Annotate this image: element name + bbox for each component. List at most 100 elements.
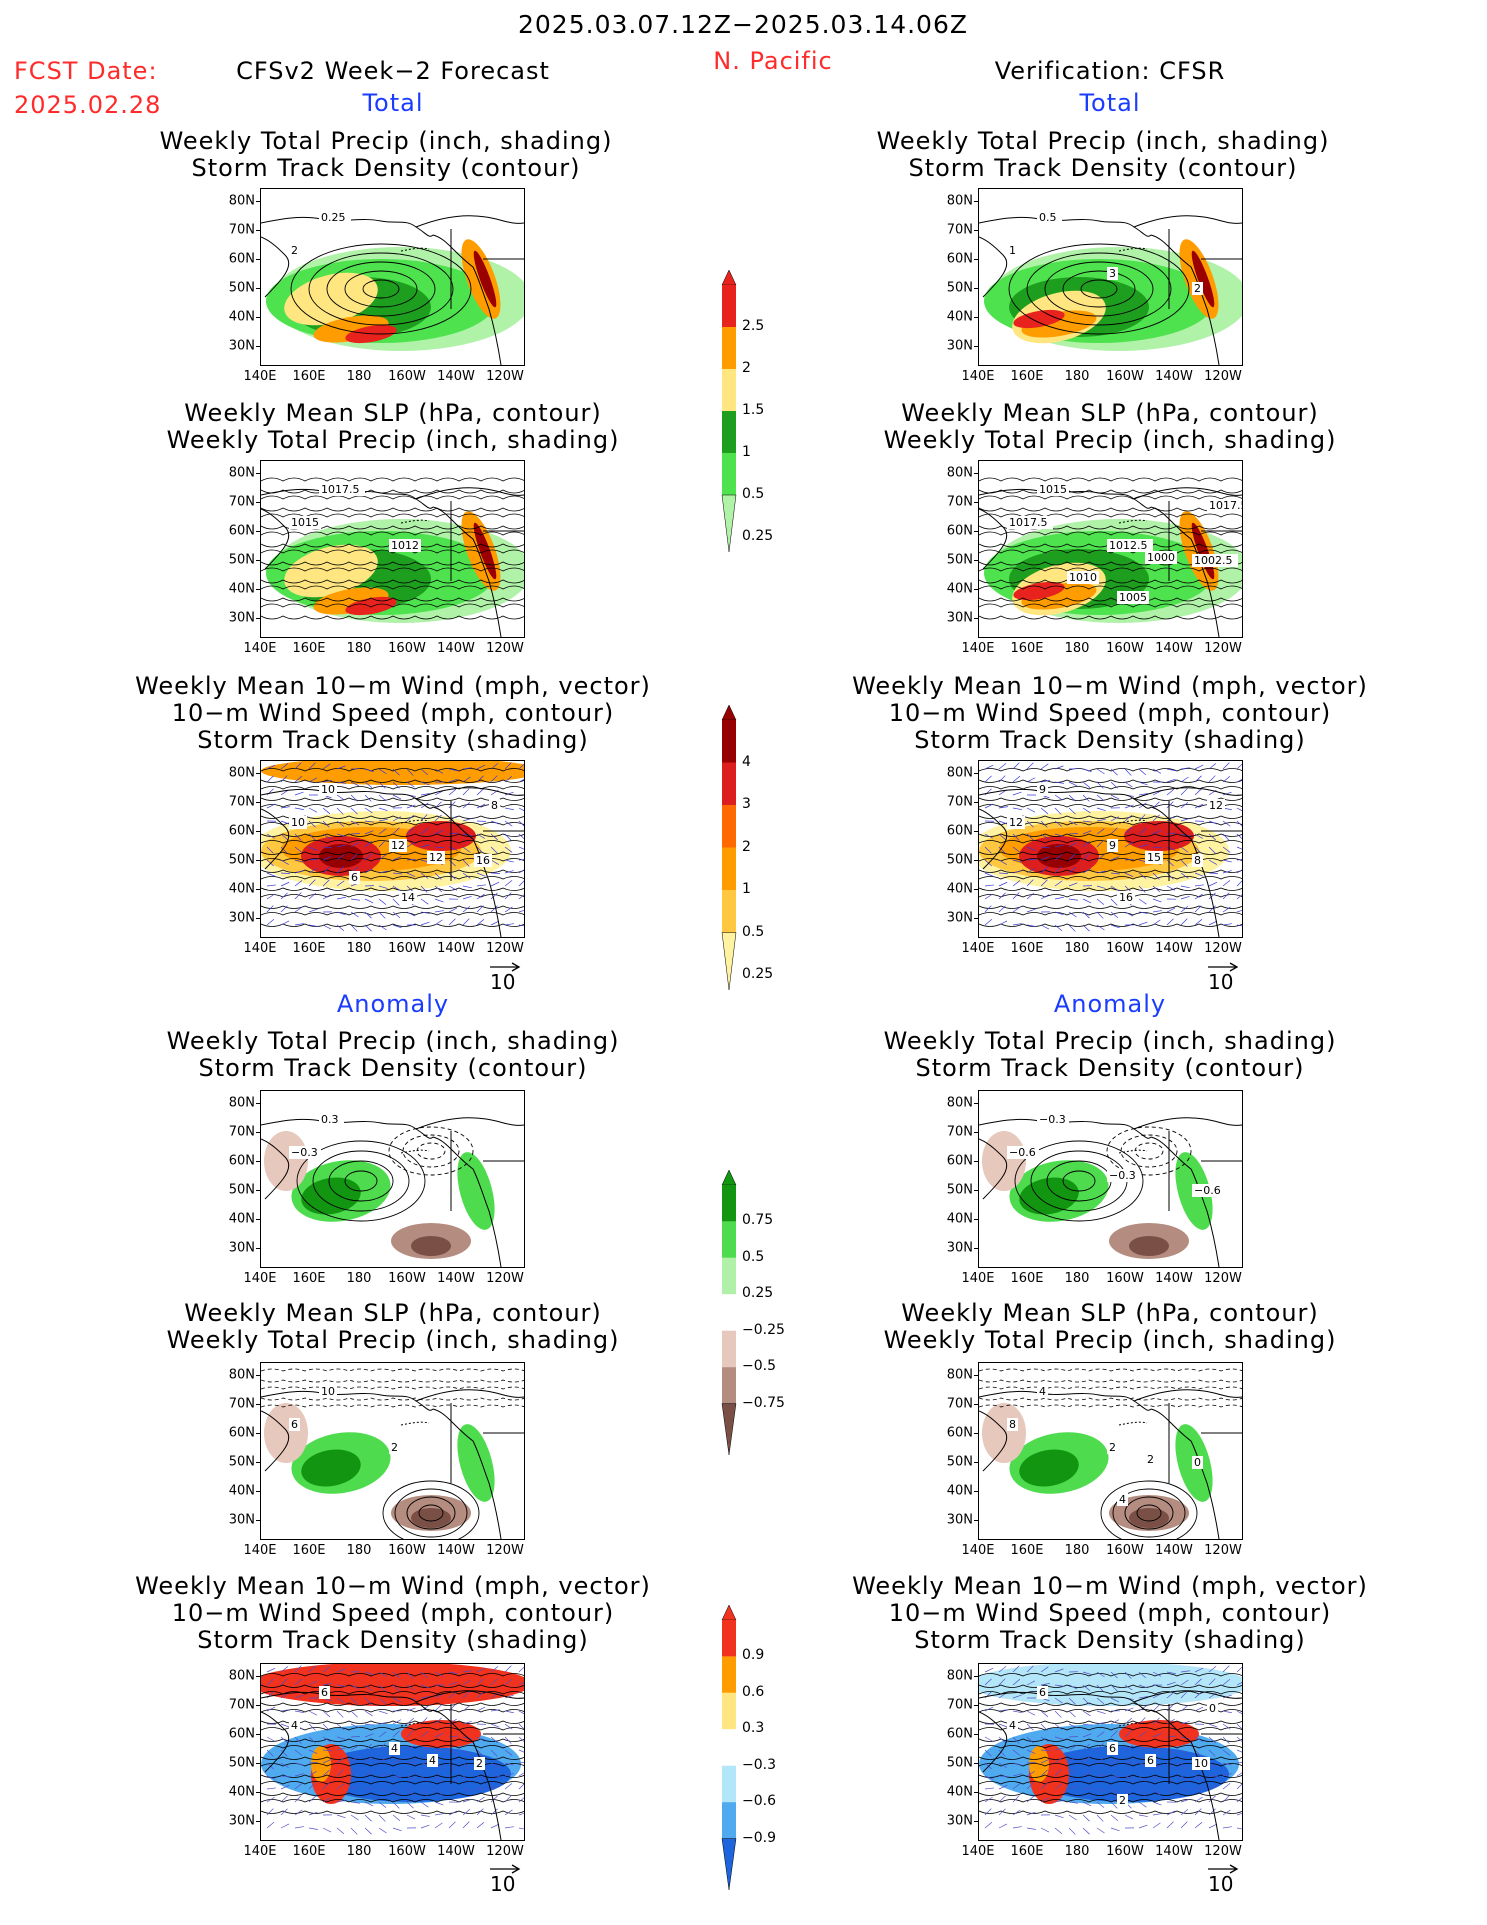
contour-label: 12 xyxy=(1209,799,1223,812)
contour-label-background xyxy=(1037,211,1062,224)
latitude-label: 30N xyxy=(946,338,973,354)
colorbar-segment xyxy=(722,720,736,763)
longitude-label: 160E xyxy=(1010,941,1044,956)
contour-label-background xyxy=(1107,1742,1118,1755)
map-canvas: 0.3 −0.3 xyxy=(261,1113,524,1267)
contour-label: 1002.5 xyxy=(1194,554,1233,567)
latitude-tick xyxy=(974,773,979,774)
longitude-label: 120W xyxy=(1204,1271,1242,1286)
colorbar-graphic xyxy=(721,1604,737,1891)
latitude-label: 40N xyxy=(228,1483,255,1499)
latitude-tick xyxy=(256,1404,261,1405)
contour-label: 4 xyxy=(291,1719,298,1732)
latitude-label: 50N xyxy=(946,280,973,296)
contour-label: 12 xyxy=(429,851,443,864)
latitude-tick xyxy=(974,1821,979,1822)
contour-label: 16 xyxy=(1119,891,1133,904)
latitude-label: 80N xyxy=(946,765,973,781)
contour-label: 1015 xyxy=(291,516,319,529)
precip-shade-yellow xyxy=(284,544,378,598)
contour-label: 2 xyxy=(291,244,298,257)
longitude-label: 160E xyxy=(292,941,326,956)
contour-lines xyxy=(979,477,1242,620)
latitude-label: 70N xyxy=(228,494,255,510)
contour-label: 9 xyxy=(1039,783,1046,796)
colorbar-segment xyxy=(722,762,736,805)
latitude-tick xyxy=(256,1821,261,1822)
title-obs-anom-wind-storm: Weekly Mean 10−m Wind (mph, vector) 10−m … xyxy=(852,1572,1368,1654)
vector-reference-arrow-icon xyxy=(490,1864,521,1874)
longitude-label: 120W xyxy=(486,369,524,384)
contour-label: 10 xyxy=(291,816,305,829)
latitude-tick xyxy=(974,1190,979,1191)
longitude-label: 160E xyxy=(292,1271,326,1286)
colorbar-segment xyxy=(722,1221,736,1258)
colorbar-label: 0.25 xyxy=(742,1285,774,1302)
map-canvas: 4 8 2 0 2 4 xyxy=(979,1368,1242,1539)
latitude-label: 50N xyxy=(946,1454,973,1470)
contour-label-background xyxy=(1107,539,1153,552)
latitude-tick xyxy=(256,288,261,289)
colorbar-label: 0.9 xyxy=(742,1647,765,1664)
contour-label-background xyxy=(319,783,337,796)
map-obs-total-wind: 9 12 9 8 15 16 12 xyxy=(978,760,1243,938)
contour-label-background xyxy=(349,871,360,884)
longitude-label: 160W xyxy=(388,1543,426,1558)
latitude-label: 50N xyxy=(228,1182,255,1198)
contour-label: 1017.5 xyxy=(1209,499,1242,512)
colorbar-segment xyxy=(722,1330,736,1368)
storm-shade-red xyxy=(1124,821,1194,851)
latitude-tick xyxy=(974,618,979,619)
contour-label-background xyxy=(474,854,492,867)
contour-label: 6 xyxy=(1109,1742,1116,1755)
longitude-label: 160W xyxy=(1106,1844,1144,1859)
latitude-tick xyxy=(974,589,979,590)
contour-label-background xyxy=(1192,554,1238,567)
latitude-label: 40N xyxy=(946,309,973,325)
latitude-label: 30N xyxy=(946,910,973,926)
longitude-label: 140E xyxy=(961,1543,995,1558)
contour-lines xyxy=(296,1140,426,1222)
contour-label: 12 xyxy=(1009,816,1023,829)
latitude-label: 70N xyxy=(228,1697,255,1713)
latitude-tick xyxy=(256,259,261,260)
colorbar-segment xyxy=(722,453,736,495)
longitude-label: 160E xyxy=(1010,369,1044,384)
contour-lines xyxy=(979,768,1242,927)
colorbar-cap-bottom xyxy=(721,1838,737,1891)
longitude-label: 180 xyxy=(1064,1844,1090,1859)
contour-label: 0 xyxy=(1209,1702,1216,1715)
longitude-label: 140W xyxy=(437,369,475,384)
longitude-label: 120W xyxy=(486,641,524,656)
contour-label: −0.3 xyxy=(1109,1169,1136,1182)
longitude-label: 140W xyxy=(1155,641,1193,656)
contour-label: −0.3 xyxy=(291,1146,318,1159)
latitude-tick xyxy=(974,1520,979,1521)
fcst-date-value: 2025.02.28 xyxy=(14,91,162,119)
latitude-label: 70N xyxy=(946,1124,973,1140)
latitude-tick xyxy=(256,502,261,503)
contour-label: 6 xyxy=(321,1686,328,1699)
contour-label-background xyxy=(1192,1456,1203,1469)
colorbar-segment xyxy=(722,1656,736,1693)
latitude-label: 50N xyxy=(946,1755,973,1771)
map-canvas: −0.3 −0.6 −0.3 −0.6 xyxy=(979,1113,1242,1267)
latitude-label: 80N xyxy=(228,1095,255,1111)
latitude-label: 30N xyxy=(228,1512,255,1528)
latitude-label: 40N xyxy=(946,881,973,897)
contour-label: 1 xyxy=(1009,244,1016,257)
contour-lines xyxy=(979,1368,1242,1408)
anomaly-shade-wet-strong xyxy=(1019,1449,1079,1487)
latitude-label: 40N xyxy=(228,1784,255,1800)
longitude-label: 180 xyxy=(346,1543,372,1558)
latitude-label: 80N xyxy=(946,1095,973,1111)
colorbar-segment xyxy=(722,327,736,369)
contour-label-background xyxy=(319,1686,330,1699)
latitude-tick xyxy=(256,773,261,774)
contour-label: 8 xyxy=(491,799,498,812)
latitude-label: 80N xyxy=(228,1668,255,1684)
longitude-label: 140W xyxy=(437,1271,475,1286)
longitude-label: 180 xyxy=(1064,1543,1090,1558)
latitude-tick xyxy=(256,802,261,803)
longitude-label: 160W xyxy=(388,641,426,656)
